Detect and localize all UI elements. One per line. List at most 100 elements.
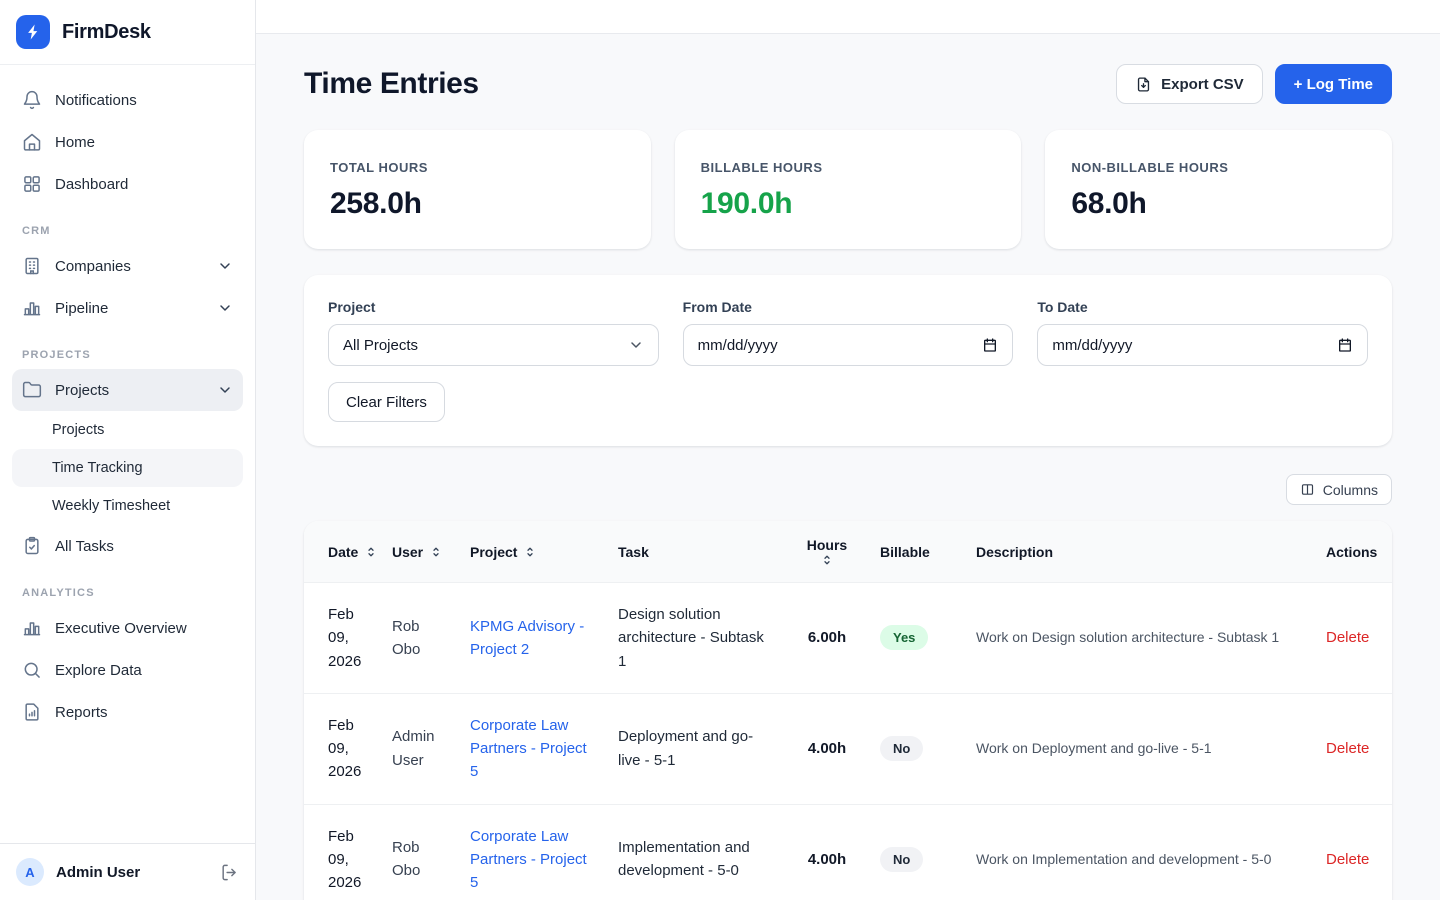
- sidebar-item-label: Reports: [55, 703, 108, 721]
- calendar-icon: [1337, 337, 1353, 353]
- sidebar-item-label: Projects: [55, 381, 110, 399]
- sidebar-subitem-time-tracking[interactable]: Time Tracking: [12, 449, 243, 487]
- cell-task: Design solution architecture - Subtask 1: [606, 582, 786, 694]
- bar-chart-icon: [22, 298, 42, 318]
- cell-user: Rob Obo: [380, 803, 458, 900]
- filters-panel: Project All Projects From Date mm/dd/yyy…: [304, 275, 1392, 446]
- columns-button[interactable]: Columns: [1285, 474, 1392, 505]
- cell-task: Deployment and go-live - 5-1: [606, 692, 786, 804]
- section-label-analytics: ANALYTICS: [22, 587, 95, 599]
- topbar: [256, 0, 1440, 34]
- content: Time Entries Export CSV + Log Time TOTAL…: [256, 34, 1440, 900]
- columns-icon: [1300, 482, 1315, 497]
- sidebar-subitem-weekly-timesheet[interactable]: Weekly Timesheet: [52, 498, 171, 514]
- project-link[interactable]: Corporate Law Partners - Project 5: [470, 716, 587, 781]
- home-icon: [22, 132, 42, 152]
- page-title: Time Entries: [304, 67, 479, 100]
- project-link[interactable]: Corporate Law Partners - Project 5: [470, 827, 587, 892]
- sidebar-item-executive-overview[interactable]: Executive Overview: [12, 607, 243, 649]
- project-select[interactable]: All Projects: [328, 324, 659, 366]
- sidebar-item-dashboard[interactable]: Dashboard: [12, 163, 243, 205]
- report-document-icon: [22, 702, 42, 722]
- cell-description: Work on Deployment and go-live - 5-1: [964, 692, 1314, 804]
- from-date-input[interactable]: mm/dd/yyyy: [682, 324, 1014, 366]
- cell-description: Work on Design solution architecture - S…: [964, 582, 1314, 694]
- sidebar-item-companies[interactable]: Companies: [12, 245, 243, 287]
- to-date-input[interactable]: mm/dd/yyyy: [1037, 324, 1368, 366]
- cell-user: Rob Obo: [380, 582, 458, 694]
- column-header-project[interactable]: Project: [458, 521, 606, 583]
- column-header-task: Task: [618, 543, 649, 560]
- sidebar-item-label: Notifications: [55, 91, 137, 109]
- grid-icon: [22, 174, 42, 194]
- to-date-filter: To Date mm/dd/yyyy: [1037, 299, 1368, 366]
- billable-badge: No: [880, 846, 924, 872]
- stat-card-non-billable-hours: NON-BILLABLE HOURS 68.0h: [1045, 130, 1392, 249]
- cell-user: Admin User: [380, 692, 458, 804]
- bell-icon: [22, 90, 42, 110]
- project-link[interactable]: KPMG Advisory - Project 2: [470, 617, 585, 658]
- cell-hours: 4.00h: [786, 692, 868, 804]
- chevron-down-icon: [217, 258, 233, 274]
- sidebar-item-all-tasks[interactable]: All Tasks: [12, 525, 243, 567]
- clipboard-check-icon: [22, 536, 42, 556]
- logout-icon[interactable]: [220, 863, 239, 882]
- user-footer: A Admin User: [0, 843, 255, 900]
- sidebar-item-pipeline[interactable]: Pipeline: [12, 287, 243, 329]
- calendar-icon: [982, 337, 998, 353]
- sidebar-item-notifications[interactable]: Notifications: [12, 79, 243, 121]
- sort-icon: [524, 546, 536, 558]
- stat-card-total-hours: TOTAL HOURS 258.0h: [304, 130, 651, 249]
- column-header-actions: Actions: [1326, 543, 1378, 560]
- sidebar-item-label: All Tasks: [55, 537, 114, 555]
- table-row: Feb 09, 2026 Admin User Corporate Law Pa…: [304, 692, 1392, 804]
- brand-name: FirmDesk: [62, 20, 151, 43]
- building-icon: [22, 256, 42, 276]
- delete-button[interactable]: Delete: [1326, 850, 1370, 868]
- user-name: Admin User: [56, 863, 141, 881]
- stat-label: TOTAL HOURS: [330, 160, 428, 175]
- cell-description: Work on Implementation and development -…: [964, 803, 1314, 900]
- column-header-user[interactable]: User: [380, 521, 458, 583]
- sort-icon: [365, 546, 377, 558]
- chevron-down-icon: [217, 300, 233, 316]
- stat-value: 68.0h: [1071, 187, 1147, 220]
- delete-button[interactable]: Delete: [1326, 629, 1370, 647]
- sidebar-item-label: Explore Data: [55, 661, 142, 679]
- billable-badge: Yes: [880, 625, 929, 651]
- table-row: Feb 09, 2026 Rob Obo KPMG Advisory - Pro…: [304, 582, 1392, 694]
- sidebar-item-label: Dashboard: [55, 175, 129, 193]
- column-header-hours[interactable]: Hours: [786, 521, 868, 583]
- file-download-icon: [1135, 76, 1152, 93]
- sidebar-item-label: Home: [55, 133, 96, 151]
- sidebar-item-label: Executive Overview: [55, 619, 187, 637]
- sidebar-item-label: Pipeline: [55, 299, 109, 317]
- sidebar: FirmDesk Notifications Home Dashboard CR…: [0, 0, 256, 900]
- column-header-date[interactable]: Date: [304, 521, 380, 583]
- search-icon: [22, 660, 42, 680]
- cell-date: Feb 09, 2026: [304, 582, 380, 694]
- section-label-crm: CRM: [22, 225, 51, 237]
- sidebar-subitem-projects[interactable]: Projects: [52, 422, 105, 438]
- sidebar-item-label: Companies: [55, 257, 131, 275]
- sidebar-item-explore-data[interactable]: Explore Data: [12, 649, 243, 691]
- cell-date: Feb 09, 2026: [304, 692, 380, 804]
- sidebar-item-home[interactable]: Home: [12, 121, 243, 163]
- chevron-down-icon: [217, 382, 233, 398]
- log-time-button[interactable]: + Log Time: [1274, 64, 1392, 104]
- delete-button[interactable]: Delete: [1326, 740, 1370, 757]
- export-csv-button[interactable]: Export CSV: [1116, 64, 1263, 104]
- from-date-placeholder: mm/dd/yyyy: [697, 336, 778, 354]
- time-entries-table: Date User Project Task: [304, 521, 1392, 900]
- sort-icon: [430, 546, 442, 558]
- project-select-value: All Projects: [343, 336, 419, 354]
- to-date-placeholder: mm/dd/yyyy: [1052, 336, 1133, 354]
- stat-value: 258.0h: [330, 187, 422, 220]
- sidebar-item-reports[interactable]: Reports: [12, 691, 243, 733]
- clear-filters-button[interactable]: Clear Filters: [328, 382, 445, 422]
- section-label-projects: PROJECTS: [22, 349, 91, 361]
- main-area: Time Entries Export CSV + Log Time TOTAL…: [256, 0, 1440, 900]
- project-filter-label: Project: [328, 299, 376, 315]
- table-header-row: Date User Project Task: [304, 521, 1392, 583]
- sidebar-item-projects[interactable]: Projects: [12, 369, 243, 411]
